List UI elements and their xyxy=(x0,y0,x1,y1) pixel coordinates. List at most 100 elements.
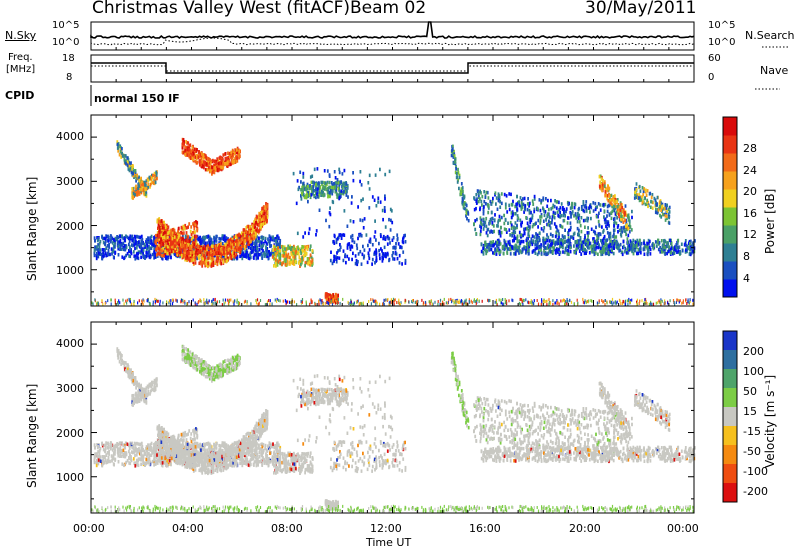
power-cell xyxy=(213,236,216,240)
power-cell xyxy=(197,250,200,254)
power-cell xyxy=(153,256,155,260)
power-cell xyxy=(228,154,231,158)
power-cell xyxy=(209,158,211,163)
power-cell xyxy=(301,192,303,196)
power-cell xyxy=(401,262,403,266)
power-cell xyxy=(182,243,185,248)
power-cell xyxy=(559,245,562,249)
power-cell xyxy=(612,240,615,245)
power-cell xyxy=(279,252,281,256)
power-cell xyxy=(338,170,341,175)
power-cell xyxy=(240,254,243,258)
power-cell xyxy=(599,208,602,212)
power-cell xyxy=(338,195,341,200)
power-cell xyxy=(216,167,219,172)
power-cell xyxy=(132,250,135,254)
power-cell xyxy=(211,253,213,257)
power-cell xyxy=(173,238,176,243)
power-cell xyxy=(120,146,122,150)
power-cell xyxy=(279,241,281,245)
power-cell xyxy=(209,246,211,250)
power-cell xyxy=(660,239,663,243)
power-cell xyxy=(185,148,188,152)
power-cell xyxy=(578,241,580,246)
power-cell xyxy=(160,237,162,242)
power-cell xyxy=(209,169,212,173)
power-cell xyxy=(247,224,250,229)
power-cell xyxy=(265,202,267,206)
power-cell xyxy=(263,212,266,216)
power-cell xyxy=(562,239,564,243)
power-cell xyxy=(550,221,553,225)
power-cell xyxy=(159,243,162,248)
power-cell xyxy=(116,146,119,150)
power-cell xyxy=(494,248,496,252)
power-cell xyxy=(362,197,364,201)
power-cell xyxy=(138,191,140,195)
power-cell xyxy=(202,240,205,245)
power-cell xyxy=(123,244,126,248)
power-cell xyxy=(229,249,231,254)
power-cell xyxy=(119,243,122,247)
power-cell xyxy=(102,250,105,254)
power-cell xyxy=(200,241,202,245)
power-cell xyxy=(130,250,132,254)
power-cell xyxy=(267,256,270,261)
power-cell xyxy=(151,180,154,184)
power-cell xyxy=(258,223,261,228)
power-cell xyxy=(326,186,329,191)
power-cell xyxy=(156,254,159,258)
power-cell xyxy=(198,150,200,154)
power-cell xyxy=(497,224,499,228)
power-cell xyxy=(297,245,299,249)
power-cell xyxy=(244,239,246,243)
power-cell xyxy=(547,198,549,203)
power-cell xyxy=(249,240,251,244)
power-cell xyxy=(313,167,316,172)
power-cell xyxy=(165,234,167,239)
power-cell xyxy=(238,236,241,241)
power-cell xyxy=(518,203,521,208)
power-cell xyxy=(155,243,157,247)
power-cell xyxy=(229,252,232,257)
power-cell xyxy=(164,256,167,260)
power-cell xyxy=(234,234,237,238)
power-cell xyxy=(202,248,204,253)
power-cell xyxy=(499,200,501,204)
power-cell xyxy=(488,219,491,224)
power-cell xyxy=(597,219,600,224)
power-cell xyxy=(227,237,229,241)
power-cell xyxy=(316,167,319,171)
power-cell xyxy=(326,169,329,173)
power-cell xyxy=(492,240,495,244)
power-cell xyxy=(247,230,249,235)
power-cell xyxy=(515,202,518,207)
power-cell xyxy=(546,204,549,208)
power-cell xyxy=(191,145,194,150)
power-cell xyxy=(689,242,691,246)
power-cell xyxy=(661,243,664,247)
power-cell xyxy=(251,241,254,245)
power-cell xyxy=(343,233,346,237)
power-cell xyxy=(189,251,192,255)
power-cell xyxy=(112,244,115,248)
power-cell xyxy=(271,236,273,241)
power-cell xyxy=(228,159,231,163)
power-cell xyxy=(604,202,607,207)
power-cell xyxy=(366,260,369,265)
power-cell xyxy=(308,227,311,231)
power-cell xyxy=(339,248,341,252)
power-cell xyxy=(110,234,112,238)
power-cell xyxy=(204,235,207,240)
power-cell xyxy=(483,199,486,204)
power-cell xyxy=(99,248,102,252)
power-cell xyxy=(536,235,539,240)
power-cell xyxy=(231,148,234,153)
power-cell xyxy=(250,242,253,246)
power-cell xyxy=(143,180,146,185)
power-cell xyxy=(646,248,649,252)
power-cell xyxy=(302,235,305,239)
power-cell xyxy=(563,250,566,255)
power-cell xyxy=(146,243,149,247)
power-cell xyxy=(549,215,551,220)
